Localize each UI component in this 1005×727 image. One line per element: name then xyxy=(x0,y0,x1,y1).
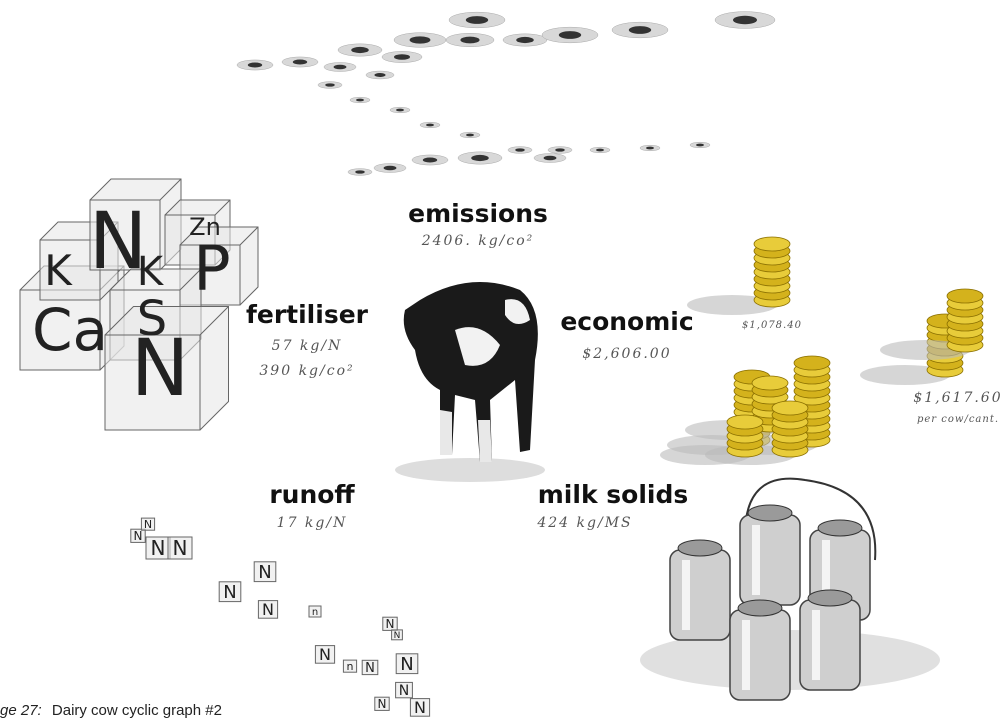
coin xyxy=(752,376,788,390)
emission-core xyxy=(356,99,364,102)
emission-core xyxy=(515,148,525,151)
runoff-letter: N xyxy=(223,582,236,603)
emission-core xyxy=(466,134,474,137)
emission-core xyxy=(460,37,479,44)
emission-core xyxy=(396,109,404,112)
runoff-letter: N xyxy=(151,536,166,560)
emission-core xyxy=(696,144,704,147)
element-letter: N xyxy=(131,324,189,414)
element-letter: K xyxy=(44,246,73,295)
emission-core xyxy=(351,47,369,53)
coin xyxy=(772,401,808,415)
milk-can-shine xyxy=(742,620,750,690)
infographic: emissions 2406. kg/co² fertiliser 57 kg/… xyxy=(0,0,1005,727)
runoff-letter: N xyxy=(386,617,395,631)
emission-core xyxy=(629,26,651,34)
economic-value: $2,606.00 xyxy=(582,346,671,362)
milk-can xyxy=(740,515,800,605)
emission-core xyxy=(544,156,557,160)
milk-solids-value: 424 kg/MS xyxy=(536,515,632,531)
coin-note: per cow/cant. xyxy=(917,414,999,425)
coin xyxy=(947,289,983,303)
emission-core xyxy=(293,59,307,64)
runoff-letter: N xyxy=(173,536,188,560)
fertiliser-label: fertiliser xyxy=(246,300,369,329)
emission-core xyxy=(334,65,347,69)
runoff-letter: N xyxy=(400,654,413,675)
emission-core xyxy=(471,155,489,161)
milk-can-lid xyxy=(808,590,852,606)
milk-can xyxy=(670,550,730,640)
caption-prefix: ge 27: xyxy=(0,702,42,719)
runoff-letter: N xyxy=(365,661,375,676)
milk-can-lid xyxy=(738,600,782,616)
runoff-label: runoff xyxy=(269,480,355,509)
runoff-letter: n xyxy=(347,660,354,673)
milk-solids-label: milk solids xyxy=(538,480,689,509)
emission-core xyxy=(374,73,385,77)
milk-can-lid xyxy=(818,520,862,536)
element-letter: Ca xyxy=(32,296,108,364)
emission-core xyxy=(466,16,488,24)
coin xyxy=(754,237,790,251)
runoff-value: 17 kg/N xyxy=(277,515,348,531)
milk-can-lid xyxy=(678,540,722,556)
emission-core xyxy=(394,54,410,60)
runoff-letter: n xyxy=(312,607,318,618)
emissions-label: emissions xyxy=(408,199,548,228)
runoff-letter: N xyxy=(258,562,271,583)
coin-value: $1,617.60 xyxy=(913,390,1002,406)
emission-core xyxy=(596,149,604,152)
cow-illustration xyxy=(395,282,545,482)
runoff-letter: N xyxy=(378,697,387,711)
emission-core xyxy=(426,124,434,127)
coin xyxy=(727,415,763,429)
runoff-letter: N xyxy=(394,631,401,641)
milk-can-shine xyxy=(752,525,760,595)
emission-core xyxy=(516,37,534,43)
economic-label: economic xyxy=(560,307,693,336)
emission-core xyxy=(325,83,335,86)
runoff-letter: N xyxy=(399,683,409,699)
milk-can-shine xyxy=(812,610,820,680)
coin-value: $1,078.40 xyxy=(742,320,802,331)
emission-core xyxy=(248,62,262,67)
caption-text: Dairy cow cyclic graph #2 xyxy=(52,702,222,719)
emission-core xyxy=(384,166,397,170)
runoff-letter: N xyxy=(319,645,331,664)
runoff-letter: N xyxy=(134,529,143,543)
emission-core xyxy=(646,147,654,150)
emission-core xyxy=(733,16,757,24)
runoff-letter: N xyxy=(144,518,152,531)
emission-core xyxy=(355,170,365,173)
emission-core xyxy=(423,157,437,162)
emission-core xyxy=(410,36,431,43)
milk-can xyxy=(730,610,790,700)
element-letter: K xyxy=(137,249,165,295)
emissions-value: 2406. kg/co² xyxy=(421,233,535,249)
emission-core xyxy=(555,148,565,151)
runoff-letter: N xyxy=(262,600,274,619)
emission-core xyxy=(559,31,581,39)
fertiliser-value: 57 kg/N xyxy=(272,338,343,354)
milk-can xyxy=(800,600,860,690)
coin xyxy=(794,356,830,370)
fertiliser-value: 390 kg/co² xyxy=(259,363,354,379)
runoff-letter: N xyxy=(414,698,426,717)
caption: ge 27: Dairy cow cyclic graph #2 xyxy=(0,702,222,719)
element-letter: P xyxy=(193,232,230,305)
milk-can-lid xyxy=(748,505,792,521)
milk-can-shine xyxy=(682,560,690,630)
